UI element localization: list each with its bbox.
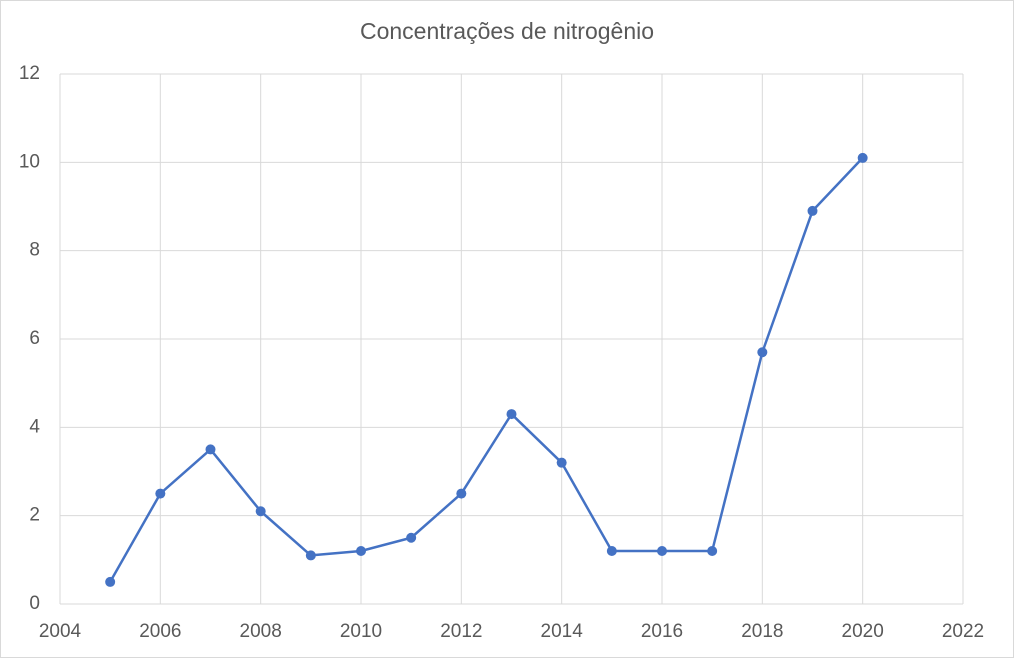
data-point <box>205 444 216 455</box>
y-tick-label: 6 <box>29 328 40 349</box>
x-tick-label: 2008 <box>240 621 282 642</box>
chart-title: Concentrações de nitrogênio <box>360 18 654 44</box>
y-tick-label: 4 <box>29 416 40 437</box>
y-tick-label: 2 <box>29 505 40 526</box>
y-tick-label: 8 <box>29 240 40 261</box>
data-point <box>456 488 467 499</box>
data-point <box>606 546 617 556</box>
data-point <box>657 546 667 556</box>
x-tick-label: 2016 <box>641 621 683 642</box>
data-point <box>105 576 116 587</box>
data-point <box>255 506 266 517</box>
data-point <box>807 205 818 216</box>
y-tick-label: 12 <box>19 63 40 84</box>
data-point <box>305 550 316 561</box>
y-tick-label: 10 <box>19 151 40 172</box>
x-tick-label: 2004 <box>39 621 82 642</box>
x-tick-label: 2012 <box>440 621 482 642</box>
data-point <box>506 409 517 420</box>
data-point <box>155 488 166 499</box>
x-tick-label: 2010 <box>340 621 382 642</box>
data-point <box>857 152 868 163</box>
data-line <box>109 157 864 583</box>
x-tick-label: 2014 <box>541 621 584 642</box>
data-point <box>757 347 768 358</box>
data-point <box>356 546 366 556</box>
x-tick-label: 2022 <box>942 621 984 642</box>
y-tick-label: 0 <box>29 593 40 614</box>
x-tick-label: 2018 <box>741 621 783 642</box>
x-tick-label: 2020 <box>842 621 884 642</box>
data-point <box>707 546 718 556</box>
data-point <box>556 457 567 468</box>
x-tick-label: 2006 <box>139 621 181 642</box>
data-point <box>406 532 417 543</box>
